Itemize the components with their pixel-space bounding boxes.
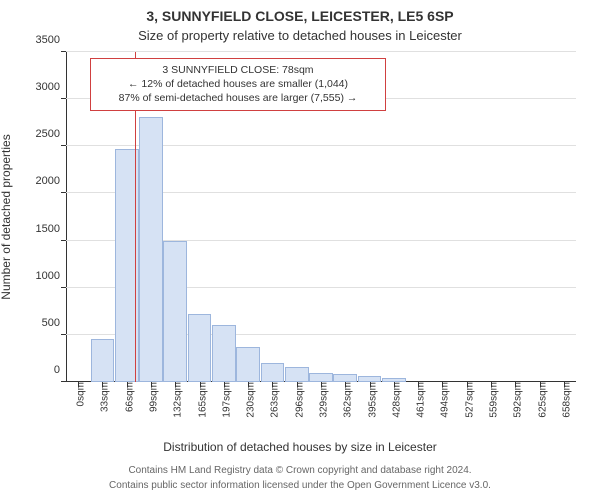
- xtick-label: 395sqm: [361, 382, 378, 418]
- xtick-label: 263sqm: [264, 382, 281, 418]
- ytick-label: 1500: [36, 223, 66, 235]
- chart-container: { "title": { "text": "3, SUNNYFIELD CLOS…: [0, 0, 600, 500]
- histogram-bar: [236, 347, 260, 382]
- annotation-line-2: ← 12% of detached houses are smaller (1,…: [95, 77, 381, 91]
- ytick-label: 2500: [36, 128, 66, 140]
- xtick-label: 132sqm: [167, 382, 184, 418]
- xtick-label: 99sqm: [143, 382, 160, 412]
- ytick-label: 2000: [36, 175, 66, 187]
- histogram-bar: [212, 325, 236, 383]
- xtick-label: 592sqm: [507, 382, 524, 418]
- xtick-label: 362sqm: [337, 382, 354, 418]
- annotation-line-1: 3 SUNNYFIELD CLOSE: 78sqm: [95, 63, 381, 77]
- ytick-mark: [61, 192, 66, 193]
- xtick-label: 197sqm: [215, 382, 232, 418]
- ytick-label: 3500: [36, 34, 66, 46]
- ytick-mark: [61, 51, 66, 52]
- histogram-bar: [261, 363, 285, 382]
- xtick-label: 329sqm: [313, 382, 330, 418]
- xtick-label: 494sqm: [434, 382, 451, 418]
- xtick-label: 165sqm: [191, 382, 208, 418]
- ytick-label: 1000: [36, 270, 66, 282]
- xtick-label: 0sqm: [70, 382, 87, 406]
- xtick-label: 559sqm: [483, 382, 500, 418]
- xtick-label: 230sqm: [240, 382, 257, 418]
- gridline: [66, 51, 576, 52]
- chart-subtitle: Size of property relative to detached ho…: [0, 28, 600, 43]
- xtick-label: 461sqm: [410, 382, 427, 418]
- y-axis-label: Number of detached properties: [0, 52, 13, 382]
- histogram-bar: [163, 241, 187, 382]
- xtick-label: 296sqm: [288, 382, 305, 418]
- xtick-label: 625sqm: [531, 382, 548, 418]
- ytick-mark: [61, 98, 66, 99]
- ytick-label: 3000: [36, 81, 66, 93]
- histogram-bar: [188, 314, 212, 382]
- ytick-label: 0: [54, 364, 66, 376]
- annotation-box: 3 SUNNYFIELD CLOSE: 78sqm ← 12% of detac…: [90, 58, 386, 111]
- footer-line-2: Contains public sector information licen…: [0, 480, 600, 491]
- histogram-bar: [285, 367, 309, 382]
- y-axis-line: [66, 52, 67, 382]
- footer-line-1: Contains HM Land Registry data © Crown c…: [0, 465, 600, 476]
- xtick-label: 527sqm: [458, 382, 475, 418]
- histogram-bar: [139, 117, 163, 382]
- histogram-bar: [333, 374, 357, 382]
- chart-title: 3, SUNNYFIELD CLOSE, LEICESTER, LE5 6SP: [0, 8, 600, 24]
- ytick-mark: [61, 381, 66, 382]
- ytick-label: 500: [42, 317, 66, 329]
- xtick-label: 428sqm: [385, 382, 402, 418]
- xtick-label: 66sqm: [118, 382, 135, 412]
- x-axis-label: Distribution of detached houses by size …: [0, 440, 600, 454]
- histogram-bar: [91, 339, 115, 382]
- xtick-label: 658sqm: [555, 382, 572, 418]
- xtick-label: 33sqm: [94, 382, 111, 412]
- ytick-mark: [61, 145, 66, 146]
- ytick-mark: [61, 240, 66, 241]
- ytick-mark: [61, 287, 66, 288]
- annotation-line-3: 87% of semi-detached houses are larger (…: [95, 91, 381, 105]
- ytick-mark: [61, 334, 66, 335]
- histogram-bar: [309, 373, 333, 382]
